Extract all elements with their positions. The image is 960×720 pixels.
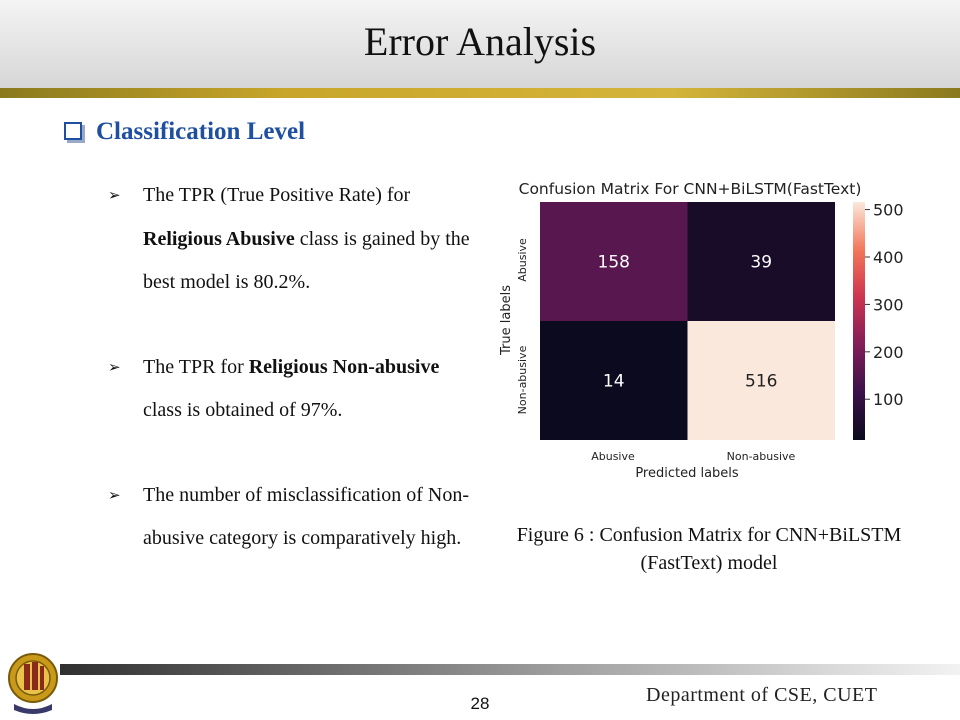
arrow-bullet-icon: ➢ [108, 186, 121, 204]
arrow-bullet-icon: ➢ [108, 485, 121, 504]
cell-value-label: 516 [745, 372, 777, 392]
colorbar-tick-label: 100 [873, 390, 904, 409]
slide-header [0, 0, 960, 88]
bullet-text: The TPR (True Positive Rate) for [143, 184, 411, 206]
colorbar-tick-label: 300 [873, 295, 904, 314]
y-axis-label: True labels [499, 285, 514, 356]
heatmap-cell [540, 202, 688, 321]
x-tick-label: Abusive [591, 450, 635, 463]
section-heading-text: Classification Level [96, 118, 306, 145]
bullet-text: The TPR for [143, 355, 249, 378]
colorbar-tick-label: 200 [873, 343, 904, 362]
slide-title: Error Analysis [363, 19, 597, 64]
footer-divider [60, 664, 960, 675]
x-axis-label: Predicted labels [635, 466, 739, 481]
heatmap-cell [687, 202, 835, 321]
cell-value-label: 39 [750, 253, 772, 273]
figure-caption: Figure 6 : Confusion Matrix for CNN+BiLS… [478, 521, 940, 577]
y-tick-label: Abusive [516, 238, 529, 282]
bullet-item: ➢ The TPR (True Positive Rate) for Relig… [106, 174, 476, 305]
bullet-text: class is obtained of 97%. [143, 399, 343, 421]
checkbox-bullet-icon [64, 122, 82, 141]
header-divider [0, 88, 960, 98]
bullet-item: ➢ The TPR for Religious Non-abusive clas… [106, 346, 476, 433]
caption-line: Figure 6 : Confusion Matrix for CNN+BiLS… [516, 524, 902, 546]
department-label: Department of CSE, CUET [646, 684, 878, 706]
colorbar-tick-label: 500 [873, 201, 904, 220]
heatmap-cell [687, 321, 835, 440]
bullet-bold-text: Religious Non-abusive [248, 355, 440, 378]
section-heading: Classification Level [64, 118, 305, 146]
y-tick-label: Non-abusive [516, 345, 529, 414]
colorbar-tick-label: 400 [873, 248, 904, 267]
bullet-text: class is gained by the best model is 80.… [143, 227, 470, 294]
x-tick-label: Non-abusive [727, 450, 796, 463]
page-number: 28 [470, 694, 490, 713]
arrow-bullet-icon: ➢ [108, 357, 121, 376]
confusion-matrix-chart: Confusion Matrix For CNN+BiLSTM(FastText… [499, 180, 904, 481]
bullet-bold-text: Religious Abusive [143, 227, 295, 250]
chart-title: Confusion Matrix For CNN+BiLSTM(FastText… [519, 180, 862, 198]
colorbar [853, 202, 865, 440]
bullet-text: The number of misclassification of Non-a… [143, 483, 470, 550]
bullet-item: ➢ The number of misclassification of Non… [106, 474, 476, 561]
cuet-logo-icon [8, 653, 58, 714]
cell-value-label: 158 [598, 253, 630, 273]
bullet-list: ➢ The TPR (True Positive Rate) for Relig… [106, 174, 476, 602]
heatmap-cell [540, 321, 688, 440]
cell-value-label: 14 [603, 372, 625, 392]
caption-line: (FastText) model [640, 552, 778, 574]
